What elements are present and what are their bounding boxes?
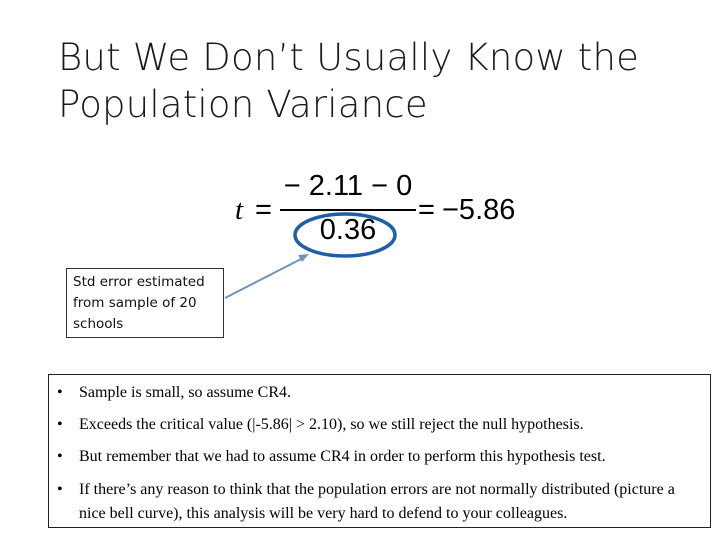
- bullet-dot: •: [57, 413, 63, 437]
- bullet-dot: •: [57, 445, 63, 469]
- bullet-text: Sample is small, so assume CR4.: [79, 381, 704, 405]
- std-error-callout: Std error estimated from sample of 20 sc…: [66, 268, 224, 338]
- bullet-text: Exceeds the critical value (|-5.86| > 2.…: [79, 413, 704, 437]
- bullet-text: If there’s any reason to think that the …: [79, 478, 704, 526]
- bullet-dot: •: [57, 381, 63, 405]
- bullet-text: But remember that we had to assume CR4 i…: [79, 445, 704, 469]
- callout-arrow: [225, 258, 303, 298]
- bullet-item: • If there’s any reason to think that th…: [57, 478, 704, 526]
- bullet-box: • Sample is small, so assume CR4. • Exce…: [48, 374, 711, 528]
- bullet-item: • Sample is small, so assume CR4.: [57, 381, 704, 405]
- bullet-item: • But remember that we had to assume CR4…: [57, 445, 704, 469]
- bullet-dot: •: [57, 478, 63, 502]
- bullet-item: • Exceeds the critical value (|-5.86| > …: [57, 413, 704, 437]
- highlight-circle: [295, 214, 395, 256]
